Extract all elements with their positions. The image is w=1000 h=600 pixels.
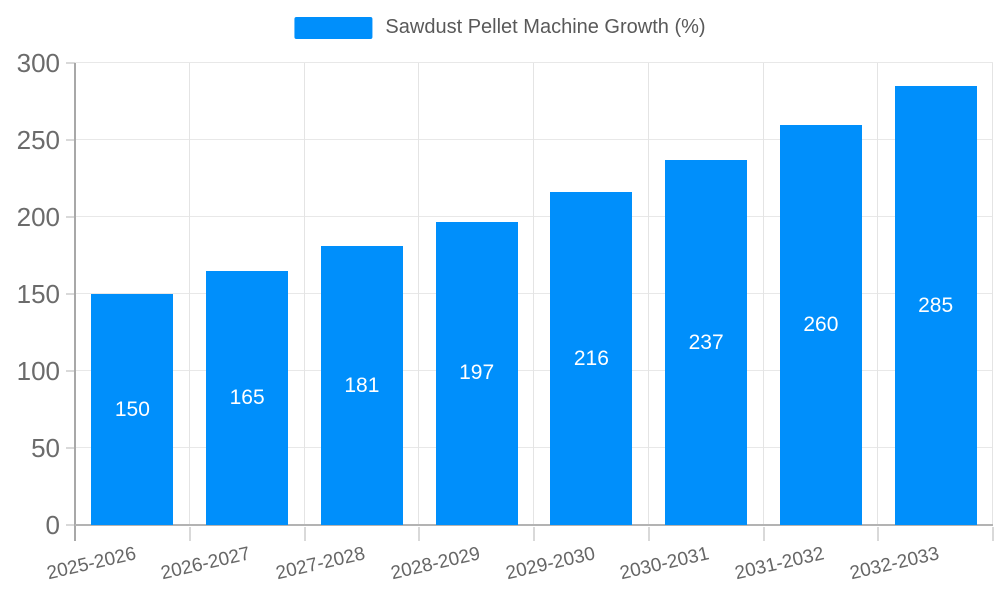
bar-2027-2028[interactable]: 181 [320, 246, 403, 525]
x-axis-label: 2030-2031 [618, 543, 712, 585]
bar-2031-2032[interactable]: 260 [779, 124, 862, 525]
x-axis-tick [877, 527, 880, 541]
x-axis-tick [762, 527, 765, 541]
bar-value-label: 181 [344, 373, 380, 397]
gridline-horizontal [75, 139, 993, 140]
gridline-vertical [647, 63, 649, 525]
bar-2025-2026[interactable]: 150 [91, 294, 174, 525]
bar-2032-2033[interactable]: 285 [894, 86, 977, 525]
chart-legend[interactable]: Sawdust Pellet Machine Growth (%) [294, 16, 706, 39]
gridline-horizontal [75, 293, 993, 294]
y-axis-label: 50 [31, 433, 60, 463]
y-axis-tick [66, 216, 75, 218]
gridline-horizontal [75, 447, 993, 448]
y-axis-label: 200 [16, 202, 60, 232]
y-axis-label: 150 [16, 279, 60, 309]
gridline-horizontal [75, 370, 993, 371]
bar-value-label: 260 [803, 312, 839, 336]
gridline-vertical [533, 63, 534, 525]
x-axis-label: 2032-2033 [847, 543, 941, 585]
bar-value-label: 237 [688, 330, 724, 354]
gridline-vertical [992, 63, 993, 525]
legend-label: Sawdust Pellet Machine Growth (%) [385, 16, 706, 38]
gridline-vertical [762, 63, 764, 525]
x-axis-tick [533, 527, 535, 541]
gridline-horizontal [75, 62, 993, 63]
y-axis-tick [66, 370, 75, 372]
x-axis-tick [647, 527, 650, 541]
y-axis-label: 300 [16, 48, 60, 78]
gridline-vertical [188, 63, 190, 525]
x-axis-tick [418, 527, 421, 541]
y-axis-tick [66, 524, 75, 526]
x-axis-label: 2025-2026 [44, 543, 138, 585]
x-axis-label: 2027-2028 [273, 543, 368, 585]
bar-value-label: 216 [573, 346, 609, 370]
x-axis-tick [188, 527, 191, 541]
y-axis-tick [66, 293, 75, 295]
bar-value-label: 197 [459, 361, 495, 385]
legend-swatch [294, 16, 373, 39]
y-axis-label: 0 [45, 510, 60, 540]
y-axis-label: 100 [16, 356, 60, 386]
bar-value-label: 165 [229, 385, 265, 409]
y-axis-label: 250 [16, 125, 60, 155]
gridline-vertical [418, 63, 420, 525]
x-axis-label: 2029-2030 [503, 543, 597, 585]
bar-2030-2031[interactable]: 237 [665, 160, 748, 525]
x-axis-tick [992, 527, 994, 541]
gridline-horizontal [75, 216, 993, 217]
bar-value-label: 150 [114, 397, 150, 421]
y-axis-tick [66, 139, 75, 141]
gridline-vertical [303, 63, 305, 525]
bar-2029-2030[interactable]: 216 [550, 192, 633, 525]
y-axis-tick [66, 447, 75, 449]
x-axis-label: 2026-2027 [159, 543, 253, 585]
bar-2028-2029[interactable]: 197 [435, 221, 518, 525]
x-axis-line [75, 524, 993, 526]
bar-value-label: 285 [918, 293, 954, 317]
x-axis-label: 2031-2032 [732, 543, 827, 585]
y-axis-line [74, 63, 76, 541]
gridline-vertical [877, 63, 879, 525]
x-axis-tick [303, 527, 306, 541]
y-axis-tick [66, 62, 75, 64]
bar-2026-2027[interactable]: 165 [206, 270, 289, 525]
x-axis-label: 2028-2029 [388, 543, 482, 585]
